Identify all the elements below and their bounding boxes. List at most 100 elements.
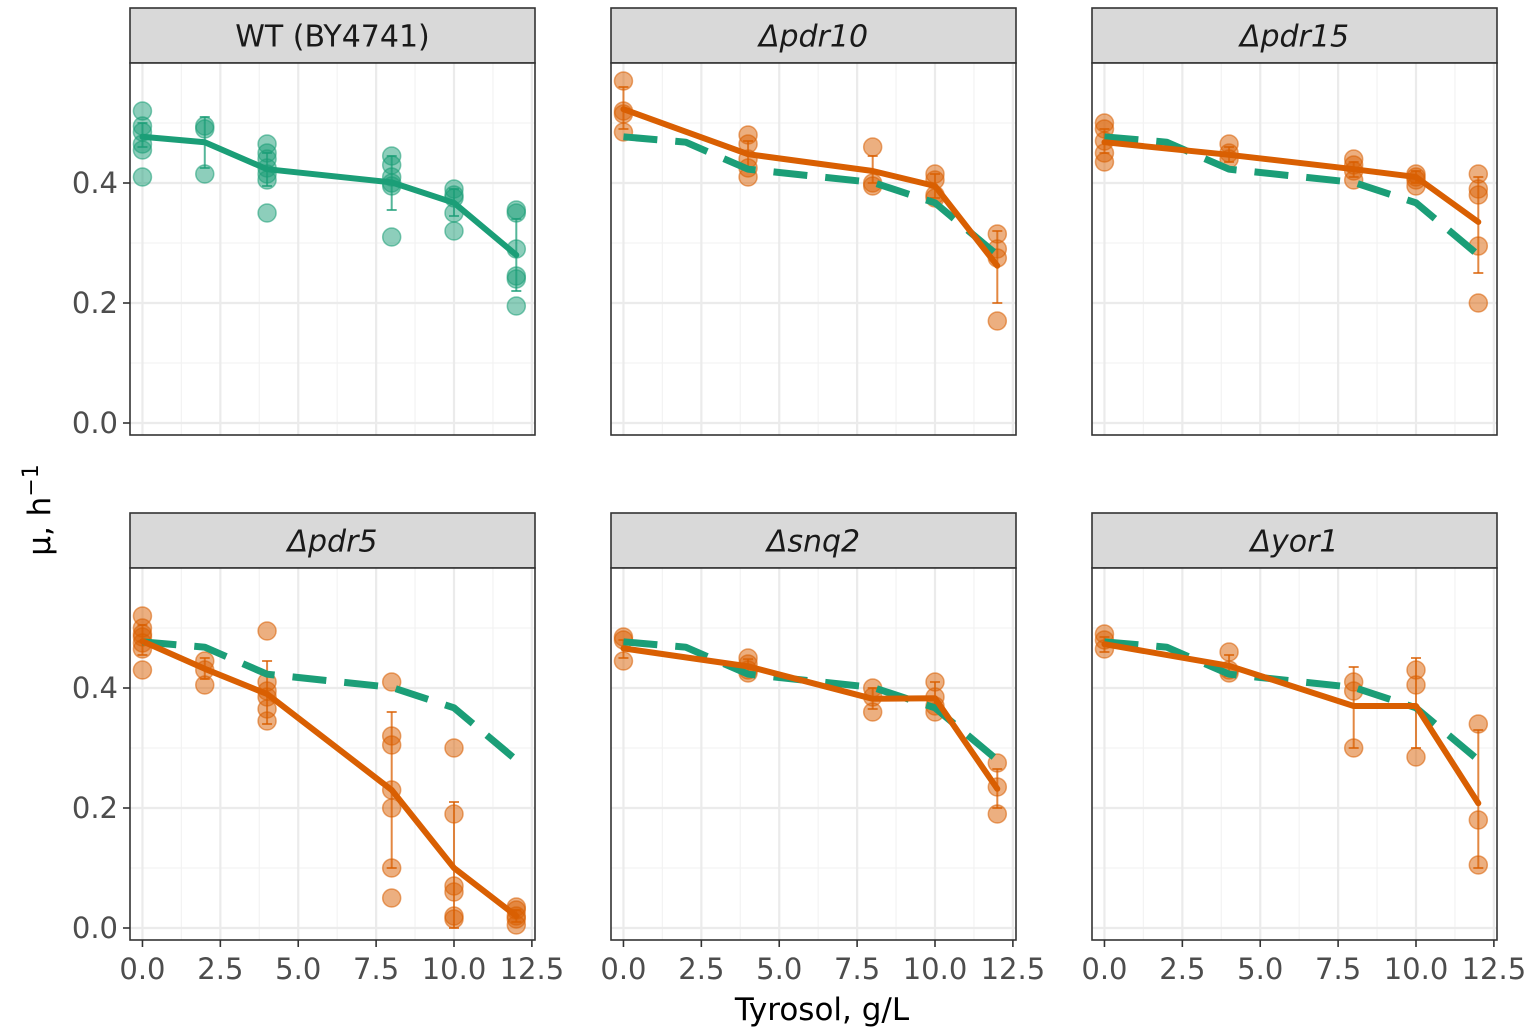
panel-border (610, 62, 1017, 436)
panel-2: Δpdr10 (610, 7, 1017, 436)
x-tick-label: 7.5 (353, 952, 399, 986)
data-point (613, 71, 634, 91)
y-tick-label: 0.4 (72, 671, 118, 705)
x-tick-label: 12.5 (500, 952, 565, 986)
data-point (862, 702, 883, 722)
wt-reference-line (1104, 133, 1481, 258)
data-point (132, 140, 153, 160)
panel-border (610, 567, 1017, 941)
x-tick-label: 10.0 (903, 952, 968, 986)
x-tick-label: 2.5 (197, 952, 243, 986)
mean-line (1101, 139, 1482, 225)
data-point (195, 164, 215, 184)
data-point (987, 753, 1008, 773)
data-point (195, 119, 215, 139)
y-tick-label: 0.4 (72, 166, 118, 200)
panel-border (1091, 62, 1498, 436)
wt-reference-line (1104, 638, 1481, 763)
data-point (381, 798, 402, 818)
mean-line (620, 645, 1001, 792)
data-point (1343, 738, 1364, 758)
data-point (257, 170, 277, 190)
data-point (1406, 747, 1426, 767)
panel-border (129, 567, 536, 941)
panel-strip (129, 512, 536, 569)
x-tick-label: 0.0 (1081, 952, 1127, 986)
panel-5: Δsnq2 0.0 2.5 5.0 7.5 10.0 12.5 (600, 512, 1045, 986)
y-tick-label: 0.0 (72, 406, 118, 440)
panels-layer: WT (BY4741) 0.0 0.2 0.4 Δpdr10 Δpdr15 Δpdr5 0.0… (72, 7, 1527, 986)
panel-title: WT (BY4741) (235, 20, 430, 55)
panel-strip (129, 7, 536, 64)
panel-background (130, 63, 535, 435)
data-point (444, 882, 464, 902)
data-point (132, 660, 153, 680)
panel-3: Δpdr15 (1091, 7, 1498, 436)
panel-border (1091, 567, 1498, 941)
x-tick-label: 7.5 (1315, 952, 1361, 986)
panel-title: Δpdr15 (1238, 20, 1349, 55)
panel-background (611, 63, 1016, 435)
panel-background (611, 568, 1016, 940)
data-point (257, 203, 277, 223)
data-point (1468, 855, 1489, 875)
panel-background (1092, 63, 1497, 435)
data-point (506, 269, 527, 289)
panel-strip (610, 512, 1017, 569)
x-tick-label: 5.0 (756, 952, 802, 986)
panel-border (129, 62, 536, 436)
data-point (132, 167, 153, 187)
data-point (381, 227, 402, 247)
panel-title: Δpdr10 (757, 20, 868, 55)
data-point (987, 804, 1008, 824)
panel-1: WT (BY4741) 0.0 0.2 0.4 (72, 7, 536, 440)
data-point (862, 137, 883, 157)
data-point (444, 738, 464, 758)
data-point (444, 909, 464, 929)
data-point (1219, 642, 1239, 662)
data-point (506, 296, 527, 316)
x-tick-label: 10.0 (1384, 952, 1449, 986)
data-point (381, 858, 402, 878)
x-axis-title: Tyrosol, g/L (734, 992, 910, 1028)
data-point (444, 804, 464, 824)
y-axis-title: μ, h−1 (19, 464, 58, 556)
panel-6: Δyor1 0.0 2.5 5.0 7.5 10.0 12.5 (1081, 512, 1527, 986)
x-tick-label: 5.0 (1237, 952, 1283, 986)
y-tick-label: 0.2 (72, 791, 118, 825)
data-point (381, 735, 402, 755)
mean-line (1101, 641, 1482, 807)
data-point (257, 711, 277, 731)
mean-line (620, 106, 1001, 269)
data-point (444, 221, 464, 241)
y-axis-title-exponent: −1 (19, 464, 44, 496)
data-point (506, 203, 527, 223)
x-tick-label: 2.5 (678, 952, 724, 986)
x-tick-label: 2.5 (1159, 952, 1205, 986)
wt-reference-line (623, 133, 1000, 258)
panel-4: Δpdr5 0.0 0.2 0.4 0.0 2.5 5.0 7.5 10.0 12.5 (72, 512, 565, 986)
data-point (1468, 185, 1489, 205)
data-point (381, 888, 402, 908)
data-point (613, 651, 634, 671)
data-point (195, 675, 215, 695)
x-tick-label: 12.5 (1462, 952, 1527, 986)
x-tick-label: 0.0 (600, 952, 646, 986)
panel-background (1092, 568, 1497, 940)
panel-title: Δpdr5 (285, 525, 377, 560)
wt-reference-line (142, 638, 519, 763)
x-tick-label: 10.0 (422, 952, 487, 986)
y-axis-title-text: μ, h (22, 497, 58, 556)
data-point (381, 672, 402, 692)
y-tick-label: 0.0 (72, 911, 118, 945)
data-point (987, 311, 1008, 331)
x-tick-label: 0.0 (119, 952, 165, 986)
y-tick-label: 0.2 (72, 286, 118, 320)
mean-line (139, 638, 520, 919)
data-point (1468, 810, 1489, 830)
data-point (1468, 293, 1489, 313)
data-point (257, 621, 277, 641)
x-tick-label: 5.0 (275, 952, 321, 986)
data-point (1406, 675, 1426, 695)
